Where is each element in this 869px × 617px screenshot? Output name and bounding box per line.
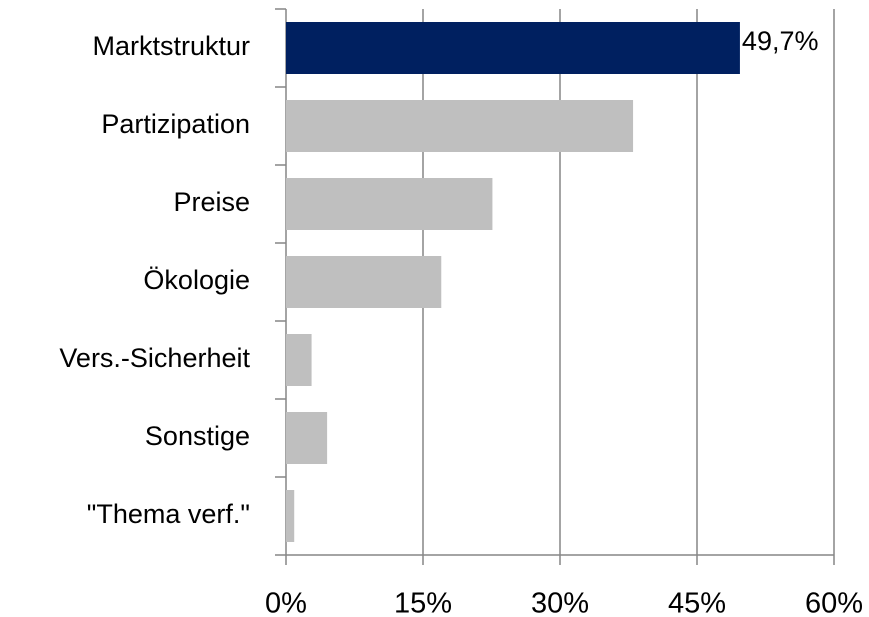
x-tick-label: 15% [394,588,452,617]
bar [286,256,442,308]
y-tick-label: Ökologie [143,265,250,295]
bar [286,100,634,152]
bar [286,178,493,230]
y-tick-label: Preise [173,187,250,217]
y-tick-label: Sonstige [145,421,250,451]
bar [286,490,295,542]
y-tick-label: Partizipation [101,109,250,139]
x-tick-label: 45% [668,588,726,617]
y-tick-label: Marktstruktur [92,31,250,61]
data-label: 49,7% [742,26,819,56]
y-tick-label: "Thema verf." [87,499,250,529]
x-tick-label: 0% [265,588,307,617]
bar [286,412,328,464]
bar [286,334,312,386]
y-tick-label: Vers.-Sicherheit [59,343,250,373]
x-tick-label: 60% [805,588,863,617]
x-tick-label: 30% [531,588,589,617]
bar [286,22,740,74]
